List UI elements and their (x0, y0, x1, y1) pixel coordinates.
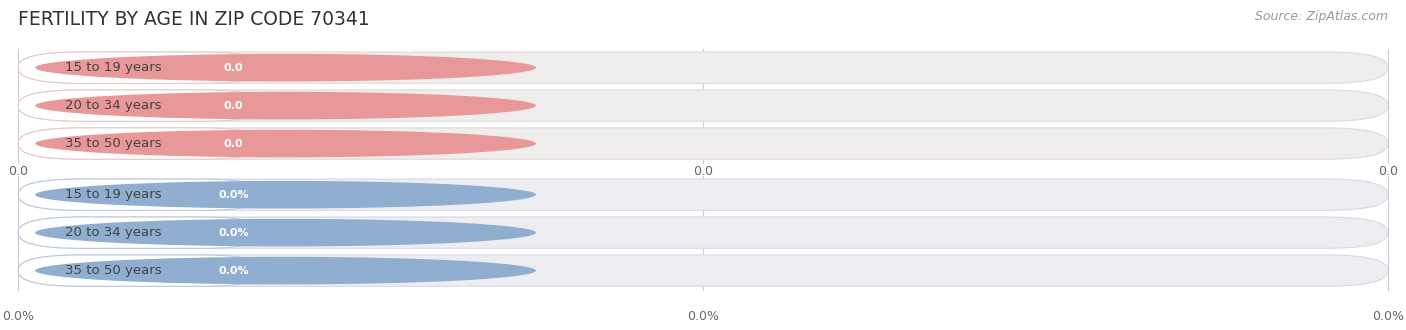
Ellipse shape (35, 54, 536, 82)
Text: 15 to 19 years: 15 to 19 years (65, 188, 162, 201)
Text: 0.0%: 0.0% (688, 310, 718, 323)
FancyBboxPatch shape (18, 217, 1388, 248)
FancyBboxPatch shape (204, 185, 263, 204)
FancyBboxPatch shape (18, 179, 264, 211)
Ellipse shape (35, 130, 536, 157)
Ellipse shape (35, 219, 536, 247)
Text: 0.0%: 0.0% (218, 190, 249, 200)
Text: 0.0: 0.0 (224, 63, 243, 73)
Text: 0.0%: 0.0% (218, 228, 249, 238)
Ellipse shape (35, 92, 536, 119)
FancyBboxPatch shape (204, 96, 263, 115)
FancyBboxPatch shape (18, 128, 264, 159)
Text: 35 to 50 years: 35 to 50 years (65, 264, 162, 277)
Text: 0.0%: 0.0% (1372, 310, 1403, 323)
Text: 0.0: 0.0 (224, 101, 243, 111)
Text: 15 to 19 years: 15 to 19 years (65, 61, 162, 74)
Ellipse shape (35, 257, 536, 284)
FancyBboxPatch shape (18, 128, 1388, 159)
FancyBboxPatch shape (204, 58, 263, 77)
Text: 35 to 50 years: 35 to 50 years (65, 137, 162, 150)
Text: 0.0: 0.0 (224, 139, 243, 148)
Text: 0.0: 0.0 (693, 165, 713, 178)
FancyBboxPatch shape (18, 179, 1388, 211)
Text: 0.0%: 0.0% (218, 266, 249, 276)
Text: FERTILITY BY AGE IN ZIP CODE 70341: FERTILITY BY AGE IN ZIP CODE 70341 (18, 10, 370, 29)
FancyBboxPatch shape (18, 90, 264, 121)
Text: 20 to 34 years: 20 to 34 years (65, 99, 162, 112)
Text: 0.0: 0.0 (8, 165, 28, 178)
FancyBboxPatch shape (18, 217, 264, 248)
FancyBboxPatch shape (18, 255, 1388, 286)
FancyBboxPatch shape (204, 261, 263, 280)
Text: 20 to 34 years: 20 to 34 years (65, 226, 162, 239)
FancyBboxPatch shape (18, 90, 1388, 121)
Text: 0.0: 0.0 (1378, 165, 1398, 178)
FancyBboxPatch shape (204, 134, 263, 153)
Text: 0.0%: 0.0% (3, 310, 34, 323)
FancyBboxPatch shape (18, 52, 1388, 83)
Text: Source: ZipAtlas.com: Source: ZipAtlas.com (1254, 10, 1388, 23)
Ellipse shape (35, 181, 536, 209)
FancyBboxPatch shape (204, 223, 263, 242)
FancyBboxPatch shape (18, 255, 264, 286)
FancyBboxPatch shape (18, 52, 264, 83)
